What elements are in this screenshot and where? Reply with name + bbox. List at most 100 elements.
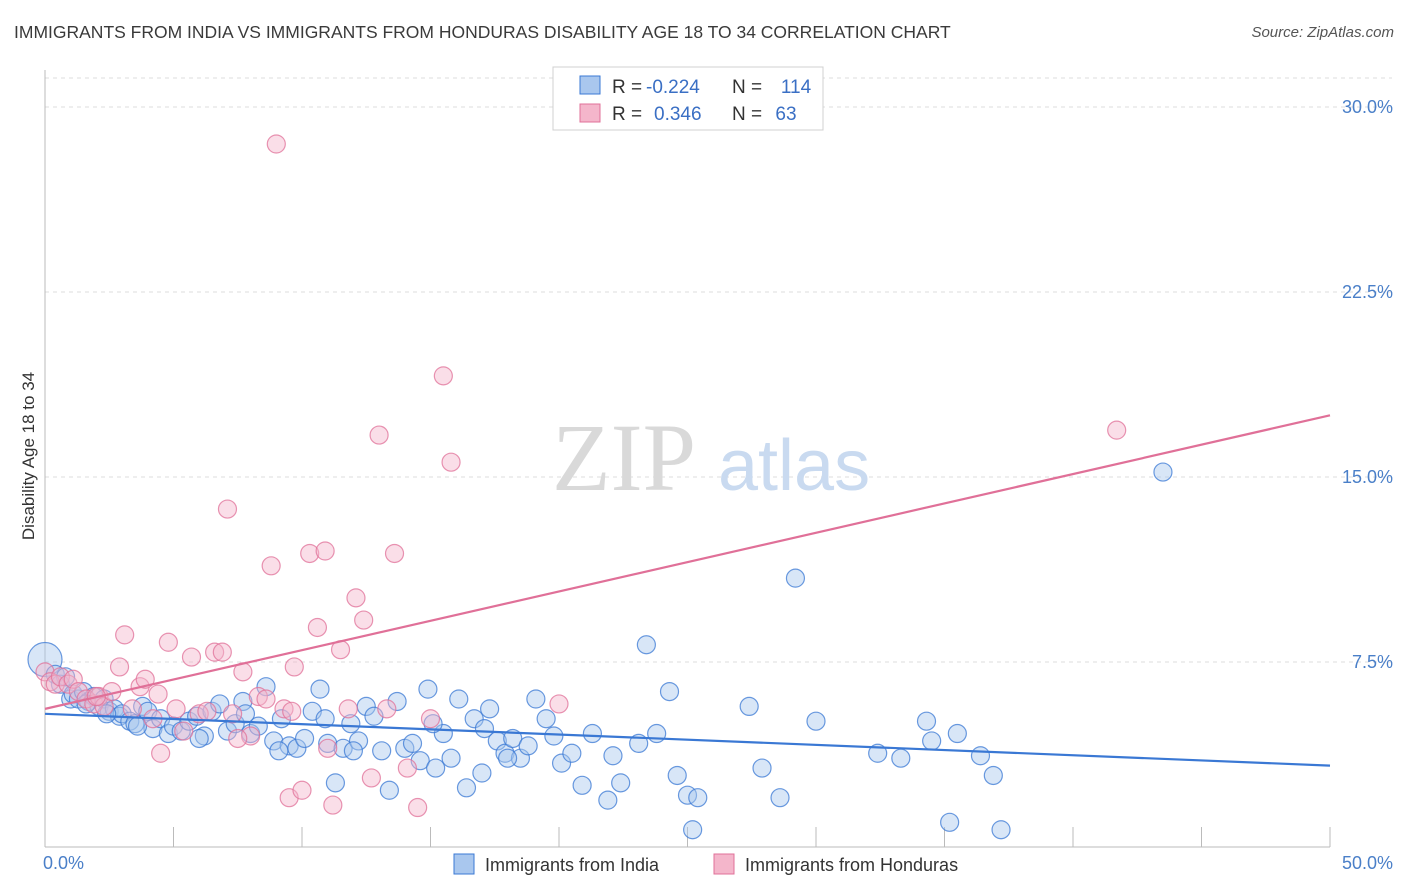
point-india <box>551 753 572 773</box>
point-honduras <box>282 701 302 721</box>
x-tick-labels: 0.0% 50.0% <box>43 853 1393 873</box>
point-india <box>372 741 392 761</box>
point-india <box>449 689 469 709</box>
point-india <box>752 758 772 778</box>
point-honduras <box>228 728 248 749</box>
grid-lines <box>45 77 1392 663</box>
legend-n-value-india: 114 <box>781 77 812 98</box>
point-honduras <box>441 452 461 472</box>
y-tick-label: 7.5% <box>1352 652 1393 672</box>
legend-n-value-honduras: 63 <box>775 104 796 125</box>
point-honduras <box>318 738 338 758</box>
point-india <box>194 726 214 746</box>
point-india <box>503 728 523 749</box>
point-india <box>526 689 546 709</box>
point-honduras <box>115 625 135 645</box>
point-india <box>891 748 911 768</box>
point-honduras <box>261 556 281 576</box>
legend-n-label-india: N = <box>732 77 762 98</box>
point-honduras <box>433 366 453 386</box>
point-india <box>940 812 960 832</box>
point-india <box>947 723 967 744</box>
point-honduras <box>292 780 312 800</box>
point-india <box>480 699 500 719</box>
point-honduras <box>377 699 397 719</box>
point-honduras <box>189 704 209 724</box>
point-honduras <box>420 709 441 729</box>
legend-swatch-india <box>579 75 601 95</box>
point-india <box>125 714 145 734</box>
point-honduras <box>151 743 171 763</box>
x-tick-label-max: 50.0% <box>1342 853 1393 873</box>
source-label: Source: ZipAtlas.com <box>1251 24 1394 41</box>
point-honduras <box>338 699 358 719</box>
point-india <box>562 743 582 763</box>
point-honduras <box>166 699 186 719</box>
point-india <box>518 736 538 756</box>
point-honduras <box>315 541 335 561</box>
point-india <box>55 667 76 687</box>
point-honduras <box>397 758 417 778</box>
point-india <box>343 741 363 761</box>
point-india <box>387 691 407 712</box>
point-india <box>464 709 484 729</box>
point-honduras <box>212 642 232 662</box>
point-india <box>572 775 592 795</box>
point-india <box>991 820 1011 840</box>
legend-r-label-india: R = <box>612 77 642 98</box>
point-honduras <box>223 704 243 724</box>
y-tick-labels: 7.5% 15.0% 22.5% 30.0% <box>1342 97 1393 672</box>
correlation-legend: R = -0.224 N = 114 R = 0.346 N = 63 <box>552 66 824 131</box>
point-india <box>325 773 346 793</box>
y-tick-label: 22.5% <box>1342 282 1393 302</box>
point-honduras <box>135 669 155 689</box>
point-india <box>544 726 564 746</box>
series-legend-label-honduras: Immigrants from Honduras <box>745 855 958 875</box>
point-india <box>647 723 667 744</box>
point-india <box>970 746 991 766</box>
point-honduras <box>158 632 178 652</box>
point-india <box>472 763 492 783</box>
point-india <box>112 704 132 724</box>
point-india <box>456 778 477 798</box>
point-honduras <box>35 662 55 682</box>
point-honduras <box>307 617 328 638</box>
series-legend-swatch-honduras <box>713 853 735 875</box>
point-honduras <box>248 686 268 707</box>
point-india <box>770 788 790 808</box>
point-india <box>739 696 759 717</box>
point-india <box>868 743 888 763</box>
trend-line-india <box>44 712 1331 767</box>
point-india <box>667 765 687 786</box>
point-india <box>310 679 330 699</box>
point-india <box>189 728 209 749</box>
series-legend-swatch-india <box>453 853 475 875</box>
point-india <box>659 681 680 702</box>
point-india <box>143 718 163 739</box>
point-honduras <box>369 425 389 445</box>
point-india <box>683 820 703 840</box>
legend-n-label-honduras: N = <box>732 104 762 125</box>
point-honduras <box>346 588 366 608</box>
watermark-atlas: atlas <box>718 426 870 506</box>
point-honduras <box>205 642 225 662</box>
point-honduras <box>181 647 202 667</box>
point-india <box>688 788 708 808</box>
watermark-zip: ZIP <box>552 404 696 511</box>
point-honduras <box>256 689 276 709</box>
chart-title: IMMIGRANTS FROM INDIA VS IMMIGRANTS FROM… <box>14 22 951 42</box>
point-india <box>536 709 556 729</box>
point-india <box>785 568 806 588</box>
point-honduras <box>122 699 142 719</box>
point-india <box>474 718 495 739</box>
point-india <box>498 748 518 768</box>
point-india <box>598 790 618 810</box>
point-honduras <box>274 699 294 719</box>
point-honduras <box>354 610 374 630</box>
point-honduras <box>174 721 194 741</box>
y-tick-label: 15.0% <box>1342 467 1393 487</box>
point-india <box>341 714 361 734</box>
point-india <box>318 733 338 754</box>
point-india <box>922 731 942 751</box>
